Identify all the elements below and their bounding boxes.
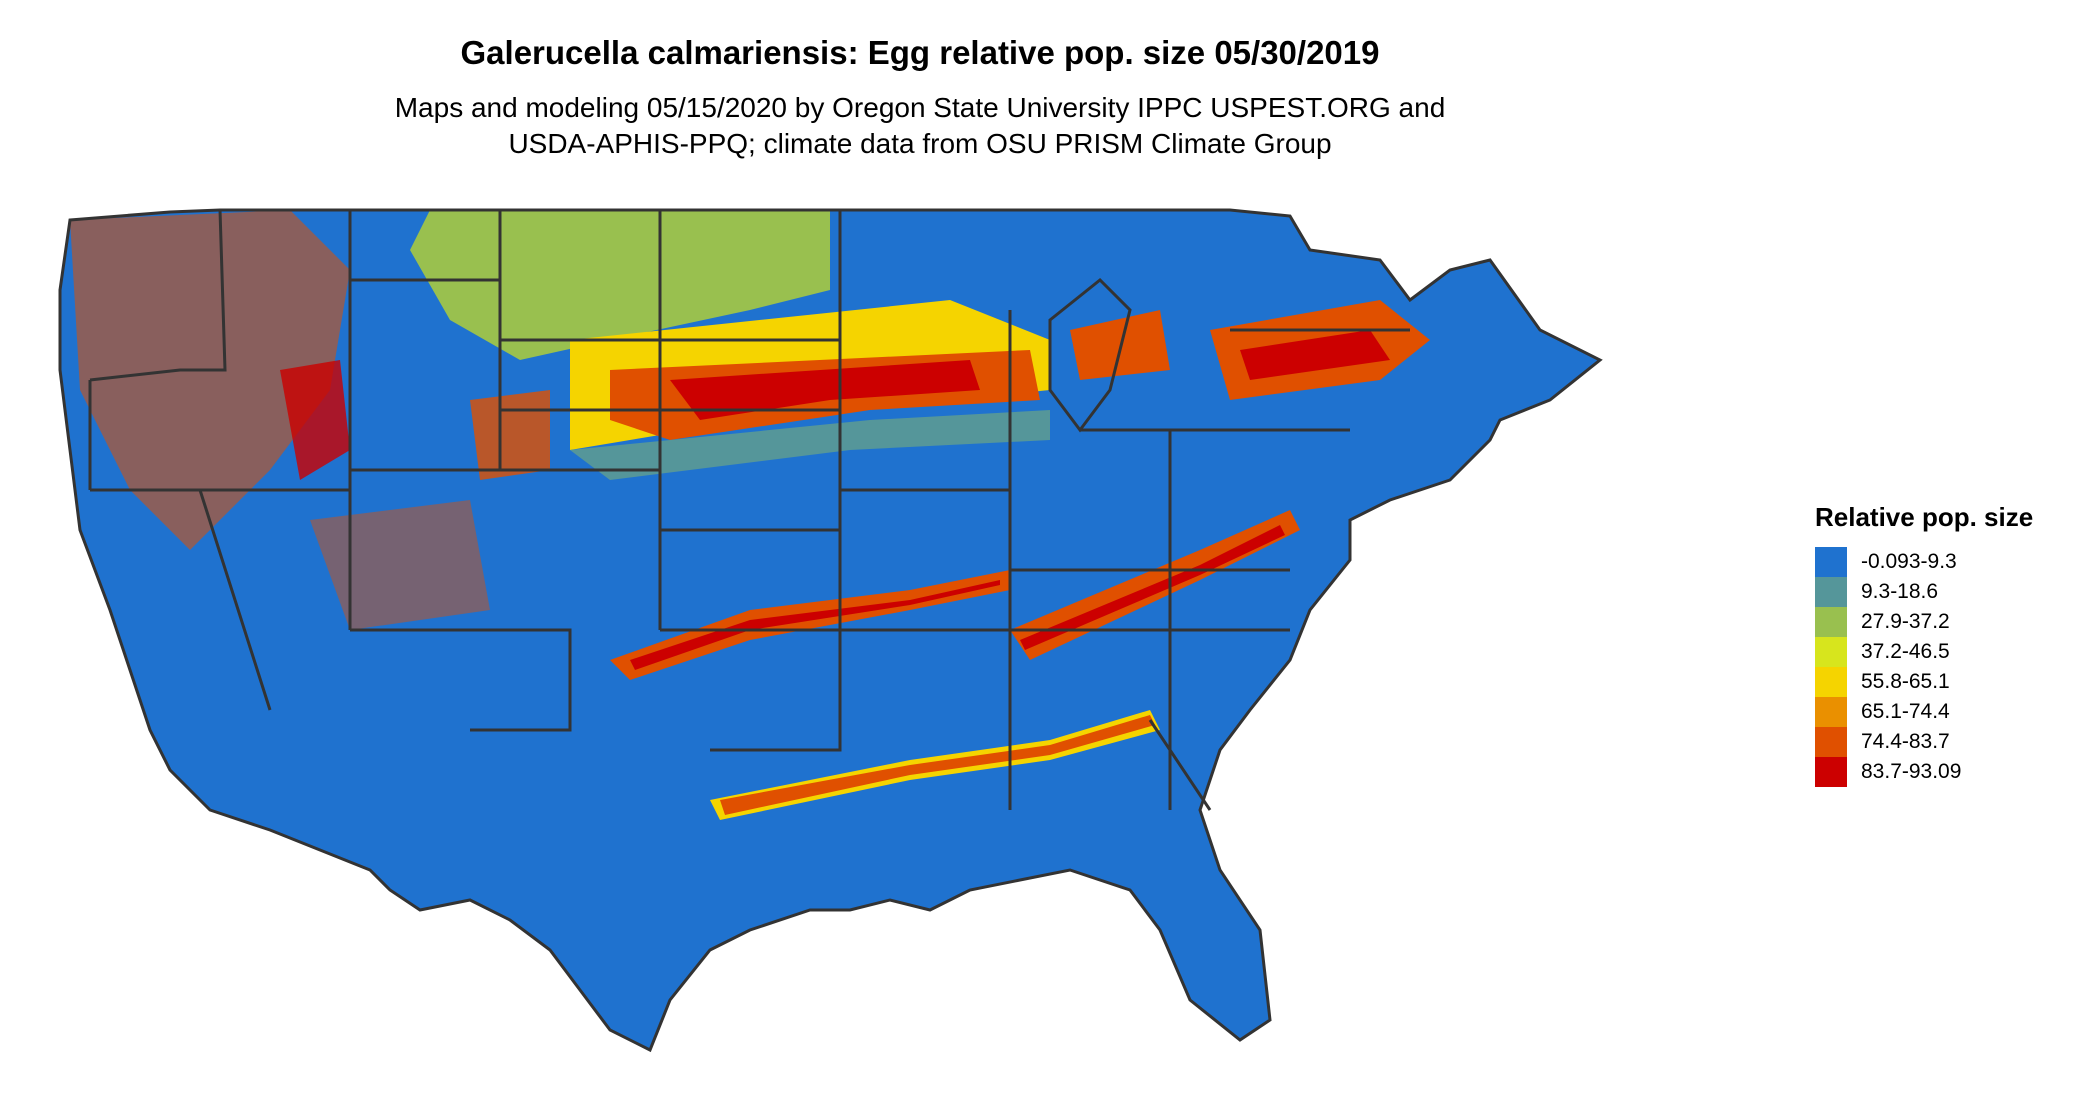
us-map [50, 190, 1790, 1090]
border-michigan [1048, 277, 1132, 433]
map-raster [60, 210, 1600, 1050]
legend-item: 9.3-18.6 [1815, 577, 2085, 607]
us-outline [58, 208, 1603, 1053]
border-az-nm-tx [350, 628, 572, 732]
legend-title: Relative pop. size [1815, 502, 2034, 532]
us-map-svg [58, 208, 1603, 1053]
map-legend: Relative pop. size -0.093-9.3 9.3-18.6 27.… [1815, 502, 2085, 787]
map-subtitle-line-1: Maps and modeling 05/15/2020 by Oregon S… [394, 92, 1446, 123]
legend-label: 9.3-18.6 [1861, 580, 1939, 603]
legend-item: 27.9-37.2 [1815, 607, 2085, 637]
legend-item: -0.093-9.3 [1815, 547, 2085, 577]
region-utah-red [280, 360, 350, 480]
legend-swatch [1815, 607, 1847, 637]
legend-item: 74.4-83.7 [1815, 727, 2085, 757]
legend-label: 55.8-65.1 [1861, 670, 1950, 693]
region-colorado-orange [470, 390, 550, 480]
legend-swatch [1815, 667, 1847, 697]
region-northwest-mosaic [70, 210, 350, 550]
region-central-teal-band [570, 410, 1050, 480]
region-southwest-mosaic [310, 500, 490, 630]
legend-items: -0.093-9.3 9.3-18.6 27.9-37.2 37.2-46.5 55.8… [1815, 547, 2085, 787]
legend-swatch [1815, 637, 1847, 667]
legend-label: 27.9-37.2 [1861, 610, 1950, 633]
legend-swatch [1815, 697, 1847, 727]
region-southern-plains-red [630, 580, 1000, 670]
legend-label: -0.093-9.3 [1861, 550, 1957, 573]
legend-item: 55.8-65.1 [1815, 667, 2085, 697]
region-northeast-red [1240, 330, 1390, 380]
region-appalachian-red [1020, 525, 1285, 650]
map-title: Galerucella calmariensis: Egg relative p… [460, 34, 1380, 71]
legend-swatch [1815, 727, 1847, 757]
border-ok-tx-ar-la [660, 628, 842, 752]
state-borders [58, 208, 1603, 1053]
legend-swatch [1815, 547, 1847, 577]
legend-label: 83.7-93.09 [1861, 760, 1962, 783]
region-central-red-band [670, 360, 980, 420]
legend-item: 83.7-93.09 [1815, 757, 2085, 787]
legend-label: 37.2-46.5 [1861, 640, 1950, 663]
legend-label: 74.4-83.7 [1861, 730, 1950, 753]
legend-item: 65.1-74.4 [1815, 697, 2085, 727]
legend-label: 65.1-74.4 [1861, 700, 1950, 723]
region-gulf-orange [720, 715, 1155, 815]
map-subtitle-line-2: USDA-APHIS-PPQ; climate data from OSU PR… [508, 128, 1332, 159]
legend-swatch [1815, 757, 1847, 787]
border-ga-fl [1148, 719, 1212, 811]
border-wa-or-id [89, 209, 227, 382]
region-north-plains-green [410, 210, 830, 360]
legend-swatch [1815, 577, 1847, 607]
legend-item: 37.2-46.5 [1815, 637, 2085, 667]
region-southern-plains-orange [610, 570, 1010, 680]
